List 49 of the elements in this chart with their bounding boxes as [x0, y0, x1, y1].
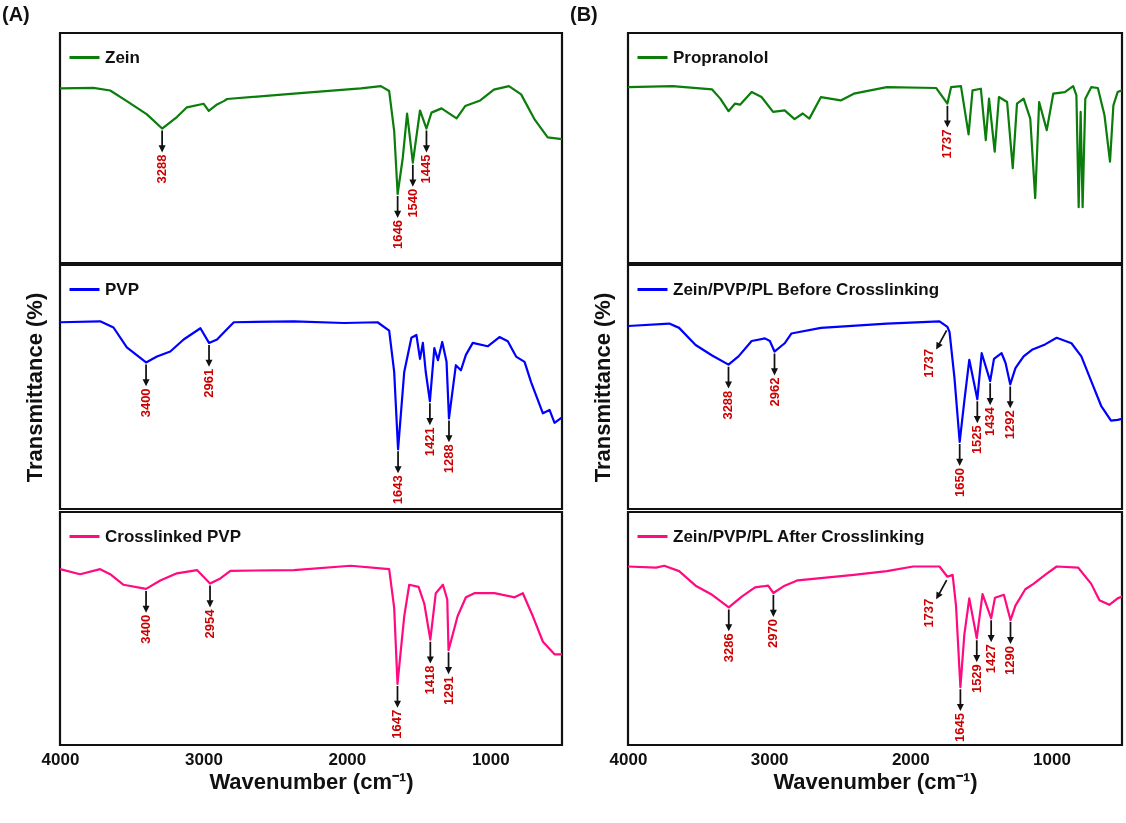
x-tick-label: 4000 — [609, 749, 648, 769]
annotation: 1288 — [440, 444, 456, 474]
annotation: 3288 — [154, 154, 170, 184]
legend-label: Crosslinked PVP — [105, 526, 242, 546]
legend-label: PVP — [105, 279, 140, 299]
annotation: 1525 — [969, 425, 985, 455]
annotation: 1540 — [404, 188, 420, 218]
annotation: 1427 — [983, 644, 999, 674]
y-axis-title: Transmittance (%) — [589, 292, 615, 483]
annotation: 1650 — [951, 467, 967, 497]
x-tick-label: 4000 — [41, 749, 80, 769]
annotation: 1292 — [1002, 410, 1018, 440]
legend-label: Zein — [105, 47, 140, 67]
annotation: 1418 — [422, 665, 438, 695]
annotation: 1646 — [389, 220, 405, 249]
annotation: 2970 — [765, 619, 781, 648]
annotation: 3400 — [138, 388, 154, 418]
x-axis-title: Wavenumber (cm⁻¹) — [209, 768, 414, 794]
annotation: 1421 — [421, 427, 437, 457]
annotation: 3288 — [720, 390, 736, 420]
x-axis-title: Wavenumber (cm⁻¹) — [773, 768, 978, 794]
annotation: 3286 — [720, 633, 736, 663]
x-tick-label: 1000 — [1033, 749, 1071, 769]
annotation: 1290 — [1002, 646, 1018, 675]
x-tick-label: 3000 — [185, 749, 223, 769]
chart-title: (A) — [2, 3, 30, 25]
annotation: 1737 — [921, 598, 937, 628]
annotation: 1529 — [968, 664, 984, 694]
x-tick-label: 3000 — [750, 749, 789, 769]
annotation: 2954 — [202, 608, 218, 639]
annotation: 1647 — [389, 709, 405, 739]
annotation: 3400 — [138, 614, 154, 644]
annotation: 1737 — [939, 129, 955, 159]
x-tick-label: 2000 — [891, 749, 930, 769]
chart-title: (B) — [570, 3, 598, 25]
annotation: 2962 — [766, 377, 782, 407]
annotation: 1645 — [952, 713, 968, 743]
x-tick-label: 1000 — [471, 749, 510, 769]
annotation: 1434 — [982, 406, 998, 437]
annotation: 1643 — [390, 475, 406, 505]
y-axis-title: Transmittance (%) — [21, 292, 47, 483]
annotation: 1291 — [440, 676, 456, 706]
annotation: 1737 — [921, 348, 937, 378]
annotation: 1445 — [418, 154, 434, 184]
x-tick-label: 2000 — [328, 749, 367, 769]
legend-label: Zein/PVP/PL After Crosslinking — [673, 526, 925, 546]
legend-label: Zein/PVP/PL Before Crosslinking — [673, 279, 940, 299]
annotation: 2961 — [201, 368, 217, 398]
legend-label: Propranolol — [673, 47, 769, 67]
